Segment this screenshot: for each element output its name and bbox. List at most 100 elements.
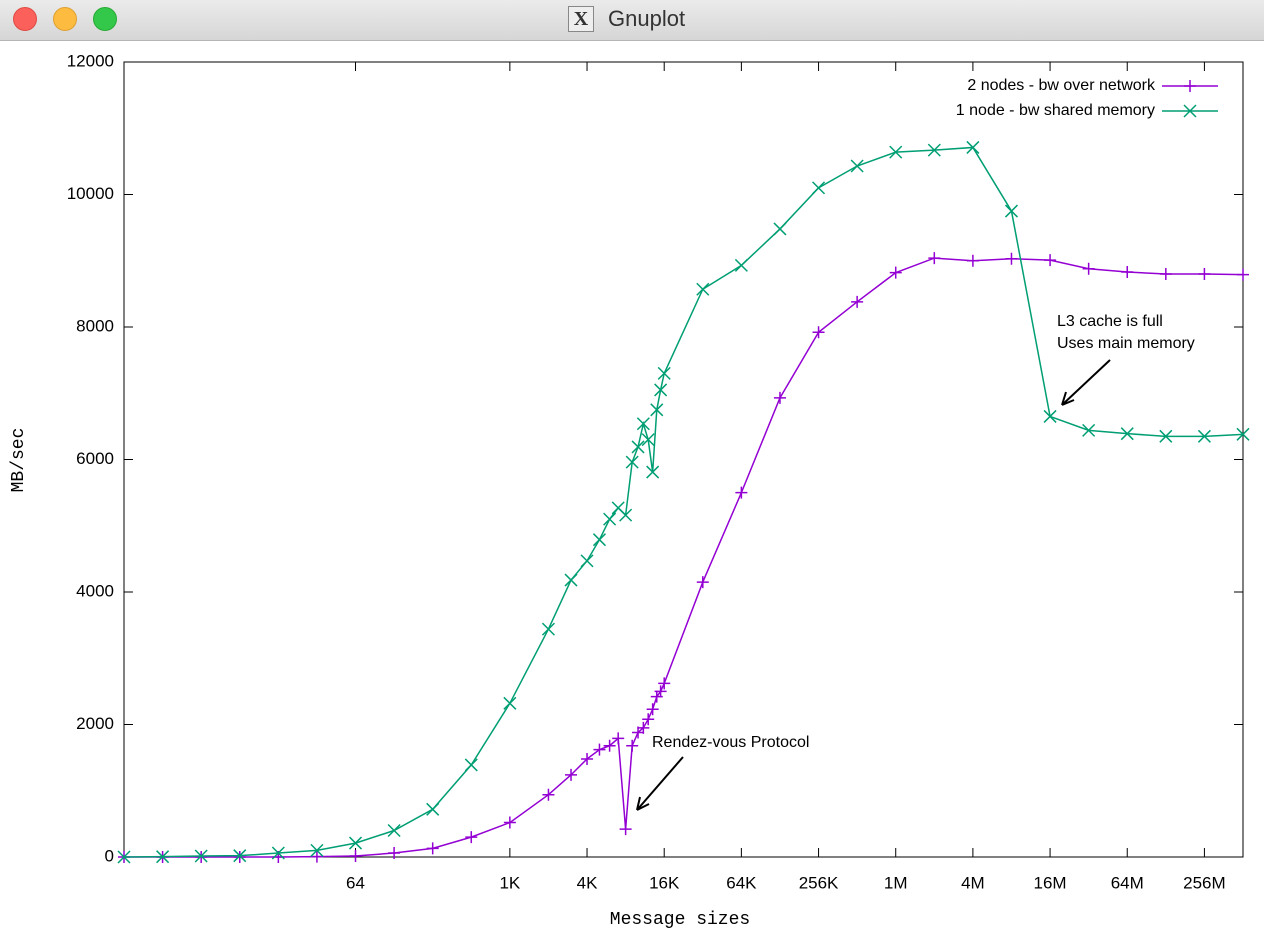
point — [503, 696, 517, 710]
point — [966, 140, 980, 154]
point — [612, 732, 625, 745]
annotation: Rendez-vous Protocol — [652, 734, 809, 751]
point — [426, 802, 440, 816]
point — [1120, 427, 1134, 441]
point — [348, 836, 363, 850]
point — [637, 721, 650, 734]
point — [654, 383, 668, 397]
point — [592, 533, 606, 547]
point — [928, 252, 941, 265]
point — [580, 554, 594, 568]
point — [593, 743, 606, 756]
point — [581, 752, 594, 765]
point — [603, 739, 616, 752]
point — [1004, 204, 1019, 218]
chart: Message sizes MB/sec Rendez-vous Protoco… — [9, 51, 1250, 930]
point — [542, 788, 555, 801]
point — [851, 295, 864, 308]
point — [654, 685, 667, 698]
minimize-button[interactable] — [53, 7, 77, 31]
point — [812, 326, 825, 339]
point — [271, 846, 285, 860]
point — [1159, 268, 1172, 280]
point — [889, 145, 903, 159]
x-tick-label: 4K — [577, 873, 598, 892]
point — [626, 739, 639, 752]
point — [1082, 262, 1095, 275]
title-bar: X Gnuplot — [0, 0, 1264, 41]
point — [850, 159, 864, 173]
point — [696, 282, 710, 296]
point — [735, 486, 748, 499]
point — [619, 823, 632, 836]
x-tick-label: 1M — [884, 873, 908, 892]
point — [387, 823, 401, 838]
y-axis-label: MB/sec — [9, 428, 29, 493]
window-icon: X — [568, 6, 594, 32]
point — [603, 512, 617, 526]
x-tick-label: 4M — [961, 873, 985, 892]
point — [631, 440, 645, 454]
point — [564, 573, 578, 587]
annotation-arrow — [1061, 359, 1111, 406]
point — [233, 851, 246, 863]
x-tick-label: 64K — [726, 873, 757, 892]
x-tick-label: 16K — [649, 873, 680, 892]
x-tick-label: 64M — [1111, 873, 1144, 892]
point — [625, 455, 639, 469]
point — [773, 222, 787, 236]
y-tick-label: 12000 — [67, 51, 114, 70]
point — [646, 703, 659, 716]
point — [388, 847, 401, 860]
point — [194, 849, 208, 863]
annotation: Uses main memory — [1057, 335, 1195, 352]
point — [1236, 427, 1250, 441]
legend-marker — [1184, 80, 1196, 92]
zoom-button[interactable] — [93, 7, 117, 31]
point — [541, 622, 555, 636]
legend-label: 2 nodes - bw over network — [967, 77, 1156, 94]
point — [646, 465, 660, 479]
x-tick-label: 256M — [1183, 873, 1226, 892]
point — [812, 181, 826, 195]
point — [1197, 429, 1211, 443]
y-tick-label: 6000 — [76, 449, 114, 468]
point — [773, 391, 786, 404]
point — [310, 850, 323, 863]
close-button[interactable] — [13, 7, 37, 31]
point — [349, 850, 362, 863]
point — [641, 433, 655, 447]
x-tick-label: 1K — [499, 873, 520, 892]
point — [117, 850, 131, 864]
point — [464, 758, 478, 772]
point — [1159, 429, 1173, 443]
point — [465, 831, 478, 844]
point — [310, 843, 324, 857]
annotation: L3 cache is full — [1057, 313, 1163, 330]
point — [696, 576, 709, 589]
point — [657, 366, 671, 380]
point — [889, 266, 902, 279]
point — [619, 508, 633, 522]
point — [966, 254, 979, 267]
point — [636, 417, 650, 431]
point — [650, 403, 664, 417]
point — [927, 143, 941, 157]
point — [642, 713, 655, 726]
point — [1044, 254, 1057, 267]
x-axis-label: Message sizes — [610, 910, 750, 930]
point — [503, 816, 516, 829]
point — [156, 850, 170, 864]
annotation-arrow — [636, 756, 684, 811]
window-title: Gnuplot — [608, 6, 686, 31]
x-tick-label: 16M — [1034, 873, 1067, 892]
point — [1005, 252, 1018, 265]
y-tick-label: 10000 — [67, 184, 114, 203]
point — [426, 842, 439, 855]
x-tick-label: 256K — [799, 873, 839, 892]
point — [1082, 423, 1096, 437]
y-tick-label: 8000 — [76, 316, 114, 335]
y-tick-label: 0 — [105, 846, 114, 865]
legend-label: 1 node - bw shared memory — [956, 102, 1155, 119]
